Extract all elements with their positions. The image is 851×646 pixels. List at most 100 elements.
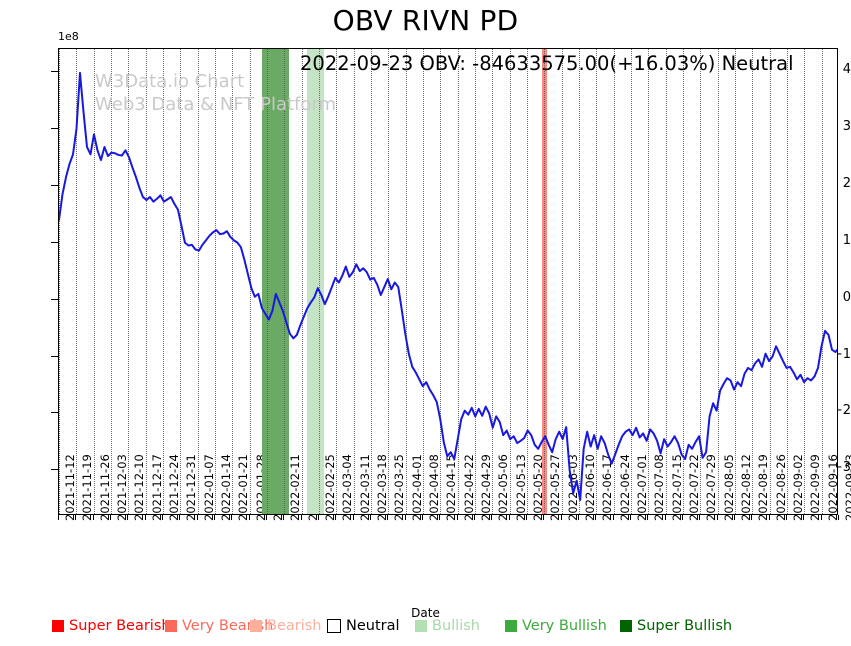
- grid-line: [579, 49, 580, 514]
- grid-line: [215, 49, 216, 514]
- grid-line: [700, 49, 702, 514]
- obv-line-layer: [59, 49, 837, 514]
- x-axis-tick: [699, 515, 701, 520]
- y-axis-tick: [51, 355, 58, 357]
- x-axis-tick: [404, 515, 406, 520]
- legend-item[interactable]: Neutral: [327, 618, 400, 634]
- y-axis-tick: [51, 70, 58, 72]
- x-axis-tick: [283, 515, 285, 520]
- grid-line: [735, 49, 736, 514]
- x-axis-tick: [630, 515, 631, 520]
- y-axis-tick: [51, 184, 58, 186]
- x-axis-tick: [300, 515, 302, 520]
- x-axis-tick: [231, 515, 233, 520]
- x-axis-tick: [751, 515, 753, 520]
- x-axis-tick-label: 2022-09-23: [843, 454, 851, 521]
- grid-line: [76, 49, 78, 514]
- annotation-text: 2022-09-23 OBV: -84633575.00(+16.03%) Ne…: [300, 52, 794, 75]
- x-axis-tick: [456, 515, 458, 520]
- x-axis-tick: [508, 515, 510, 520]
- grid-line: [440, 49, 442, 514]
- x-axis-tick: [734, 515, 735, 520]
- y-axis-tick-label: 0: [842, 289, 851, 305]
- x-axis-tick: [214, 515, 215, 520]
- grid-line: [804, 49, 806, 514]
- x-axis-title: Date: [411, 606, 440, 620]
- legend-swatch-icon: [620, 620, 632, 632]
- grid-line: [752, 49, 754, 514]
- x-axis-tick: [92, 515, 94, 520]
- x-axis-tick: [439, 515, 441, 520]
- grid-line: [665, 49, 667, 514]
- grid-line: [284, 49, 286, 514]
- y-axis-tick-label: 2: [842, 175, 851, 191]
- x-axis-tick: [144, 515, 146, 520]
- x-axis-tick: [595, 515, 597, 520]
- legend-item[interactable]: Very Bullish: [505, 618, 607, 634]
- grid-line: [59, 49, 60, 514]
- legend-item[interactable]: Super Bullish: [620, 618, 732, 634]
- legend-swatch-icon: [52, 620, 64, 632]
- grid-line: [475, 49, 476, 514]
- grid-line: [267, 49, 268, 514]
- grid-line: [717, 49, 719, 514]
- legend-item[interactable]: Super Bearish: [52, 618, 171, 634]
- grid-line: [631, 49, 632, 514]
- x-axis-tick: [318, 515, 319, 520]
- legend-label: Bearish: [267, 618, 322, 634]
- x-axis-tick: [682, 515, 683, 520]
- legend-label: Super Bullish: [637, 618, 733, 634]
- legend: Super Bearish Very Bearish Bearish Neutral B…: [0, 618, 851, 642]
- x-axis-tick: [838, 515, 839, 520]
- x-axis-tick: [664, 515, 666, 520]
- x-axis-tick: [110, 515, 111, 520]
- legend-swatch-icon: [505, 620, 517, 632]
- x-axis-tick: [820, 515, 822, 520]
- grid-line: [457, 49, 459, 514]
- grid-line: [596, 49, 598, 514]
- plot-area: [58, 48, 838, 515]
- grid-line: [683, 49, 684, 514]
- legend-item[interactable]: Bullish: [415, 618, 480, 634]
- y-axis-tick: [51, 241, 58, 243]
- x-axis-tick: [543, 515, 545, 520]
- legend-swatch-icon: [165, 620, 177, 632]
- legend-swatch-icon: [415, 620, 427, 632]
- x-axis-tick: [75, 515, 77, 520]
- grid-line: [561, 49, 563, 514]
- x-axis-tick: [387, 515, 389, 520]
- grid-line: [613, 49, 615, 514]
- grid-line: [405, 49, 407, 514]
- legend-label: Super Bearish: [69, 618, 171, 634]
- x-axis-tick: [370, 515, 371, 520]
- obv-line: [59, 71, 837, 502]
- grid-line: [145, 49, 147, 514]
- grid-line: [509, 49, 511, 514]
- x-axis-tick: [560, 515, 562, 520]
- x-axis-tick: [196, 515, 198, 520]
- y-axis-tick-label: 4: [842, 61, 851, 77]
- x-axis-tick: [578, 515, 579, 520]
- grid-line: [492, 49, 494, 514]
- grid-line: [544, 49, 546, 514]
- x-axis-tick: [179, 515, 181, 520]
- x-axis-tick: [716, 515, 718, 520]
- highlight-band: [541, 49, 547, 514]
- x-axis-tick: [248, 515, 250, 520]
- grid-line: [423, 49, 424, 514]
- grid-line: [821, 49, 823, 514]
- y-axis-tick: [51, 298, 58, 300]
- y-axis-tick: [51, 127, 58, 129]
- legend-item[interactable]: Bearish: [250, 618, 322, 634]
- obv-series-path: [59, 71, 837, 502]
- y-axis-tick: [51, 412, 58, 414]
- grid-line: [353, 49, 355, 514]
- grid-line: [93, 49, 95, 514]
- grid-line: [371, 49, 372, 514]
- x-axis-tick: [58, 515, 59, 520]
- y-axis-tick: [51, 469, 58, 471]
- x-axis-tick: [647, 515, 649, 520]
- x-axis-tick: [526, 515, 527, 520]
- grid-line: [527, 49, 528, 514]
